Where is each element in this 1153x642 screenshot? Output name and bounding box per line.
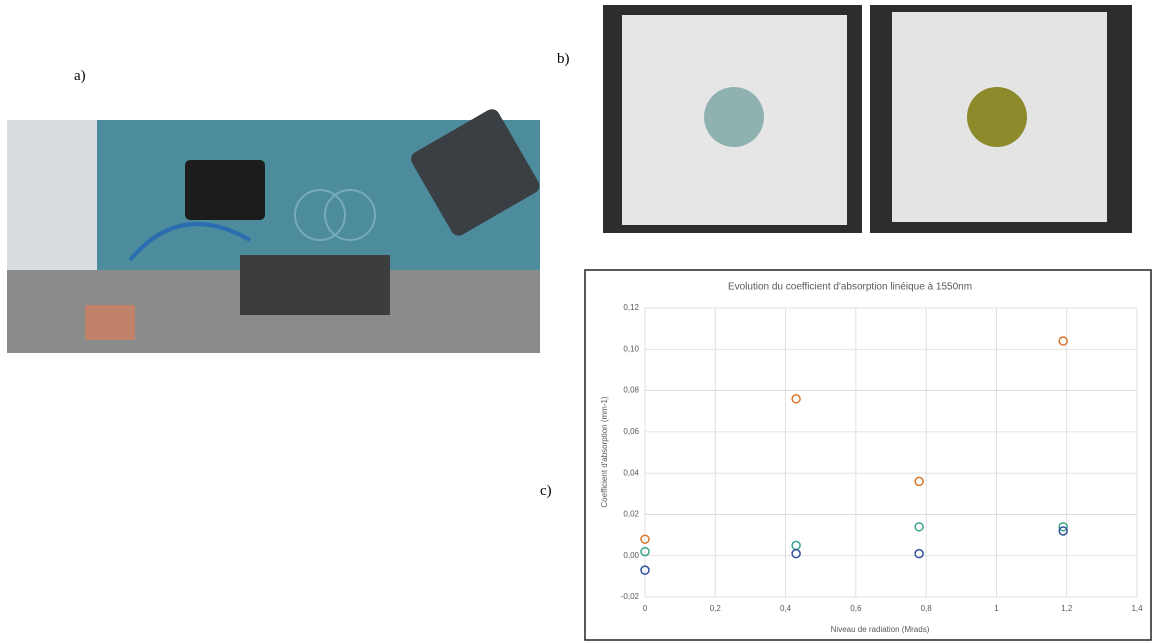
x-axis-label: Niveau de radiation (Mrads)	[831, 625, 930, 634]
chart: Evolution du coefficient d'absorption li…	[584, 269, 1152, 641]
marker	[1058, 522, 1068, 532]
chart-frame	[584, 269, 1152, 641]
y-tick-label: -0,02	[621, 592, 640, 601]
chart-title: Evolution du coefficient d'absorption li…	[728, 282, 972, 293]
x-tick-label: 1,4	[1131, 604, 1143, 613]
x-tick-label: 0	[643, 604, 648, 613]
panel-label: c)	[540, 483, 552, 499]
marker	[791, 548, 801, 559]
marker	[1058, 336, 1068, 346]
y-tick-label: 0,10	[623, 344, 639, 353]
marker	[914, 548, 924, 559]
marker	[640, 565, 650, 575]
photo-samples	[603, 5, 1132, 233]
y-tick-label: 0,08	[623, 386, 639, 395]
y-tick-label: 0,04	[623, 468, 639, 477]
marker	[1058, 526, 1068, 536]
marker	[791, 394, 801, 404]
x-tick-label: 0,8	[921, 604, 933, 613]
marker	[914, 522, 924, 532]
x-tick-label: 0,4	[780, 604, 792, 613]
marker	[640, 534, 650, 544]
marker	[640, 546, 650, 557]
y-tick-label: 0,02	[623, 510, 639, 519]
x-tick-label: 1	[994, 604, 999, 613]
marker	[914, 476, 924, 487]
x-tick-label: 0,2	[710, 604, 722, 613]
y-tick-label: 0,12	[623, 303, 639, 312]
x-tick-label: 0,6	[850, 604, 862, 613]
x-tick-label: 1,2	[1061, 604, 1073, 613]
y-tick-label: 0,00	[623, 551, 639, 560]
photo-setup	[7, 109, 540, 353]
y-axis-label: Coefficient d'absorption (mm-1)	[600, 396, 609, 508]
y-tick-label: 0,06	[623, 427, 639, 436]
panel-label: b)	[557, 51, 570, 67]
panel-label: a)	[74, 68, 86, 84]
